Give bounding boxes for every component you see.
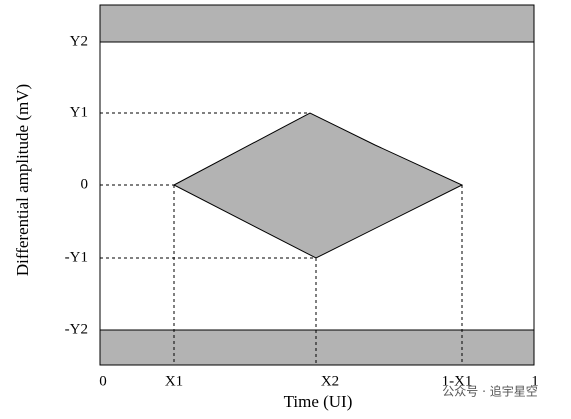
upper-mask-band	[99, 4, 535, 43]
y-axis-label: Differential amplitude (mV)	[13, 84, 32, 276]
y-tick-label: 0	[81, 176, 89, 192]
y-tick-label: -Y2	[65, 321, 88, 337]
x-tick-label: 1-X1	[442, 373, 473, 389]
guide-lines	[100, 112, 463, 365]
x-tick-label: X1	[165, 373, 183, 389]
x-axis-label: Time (UI)	[284, 392, 353, 411]
lower-mask-band	[99, 329, 535, 366]
y-tick-label: Y2	[70, 33, 88, 49]
watermark: 公众号 · 追宇星空	[442, 384, 537, 399]
x-tick-label: 0	[99, 373, 107, 389]
mask-diamond	[172, 112, 464, 259]
x-tick-label: X2	[321, 373, 339, 389]
x-tick-label: 1	[531, 373, 539, 389]
y-tick-label: Y1	[70, 104, 88, 120]
y-tick-label: -Y1	[65, 249, 88, 265]
